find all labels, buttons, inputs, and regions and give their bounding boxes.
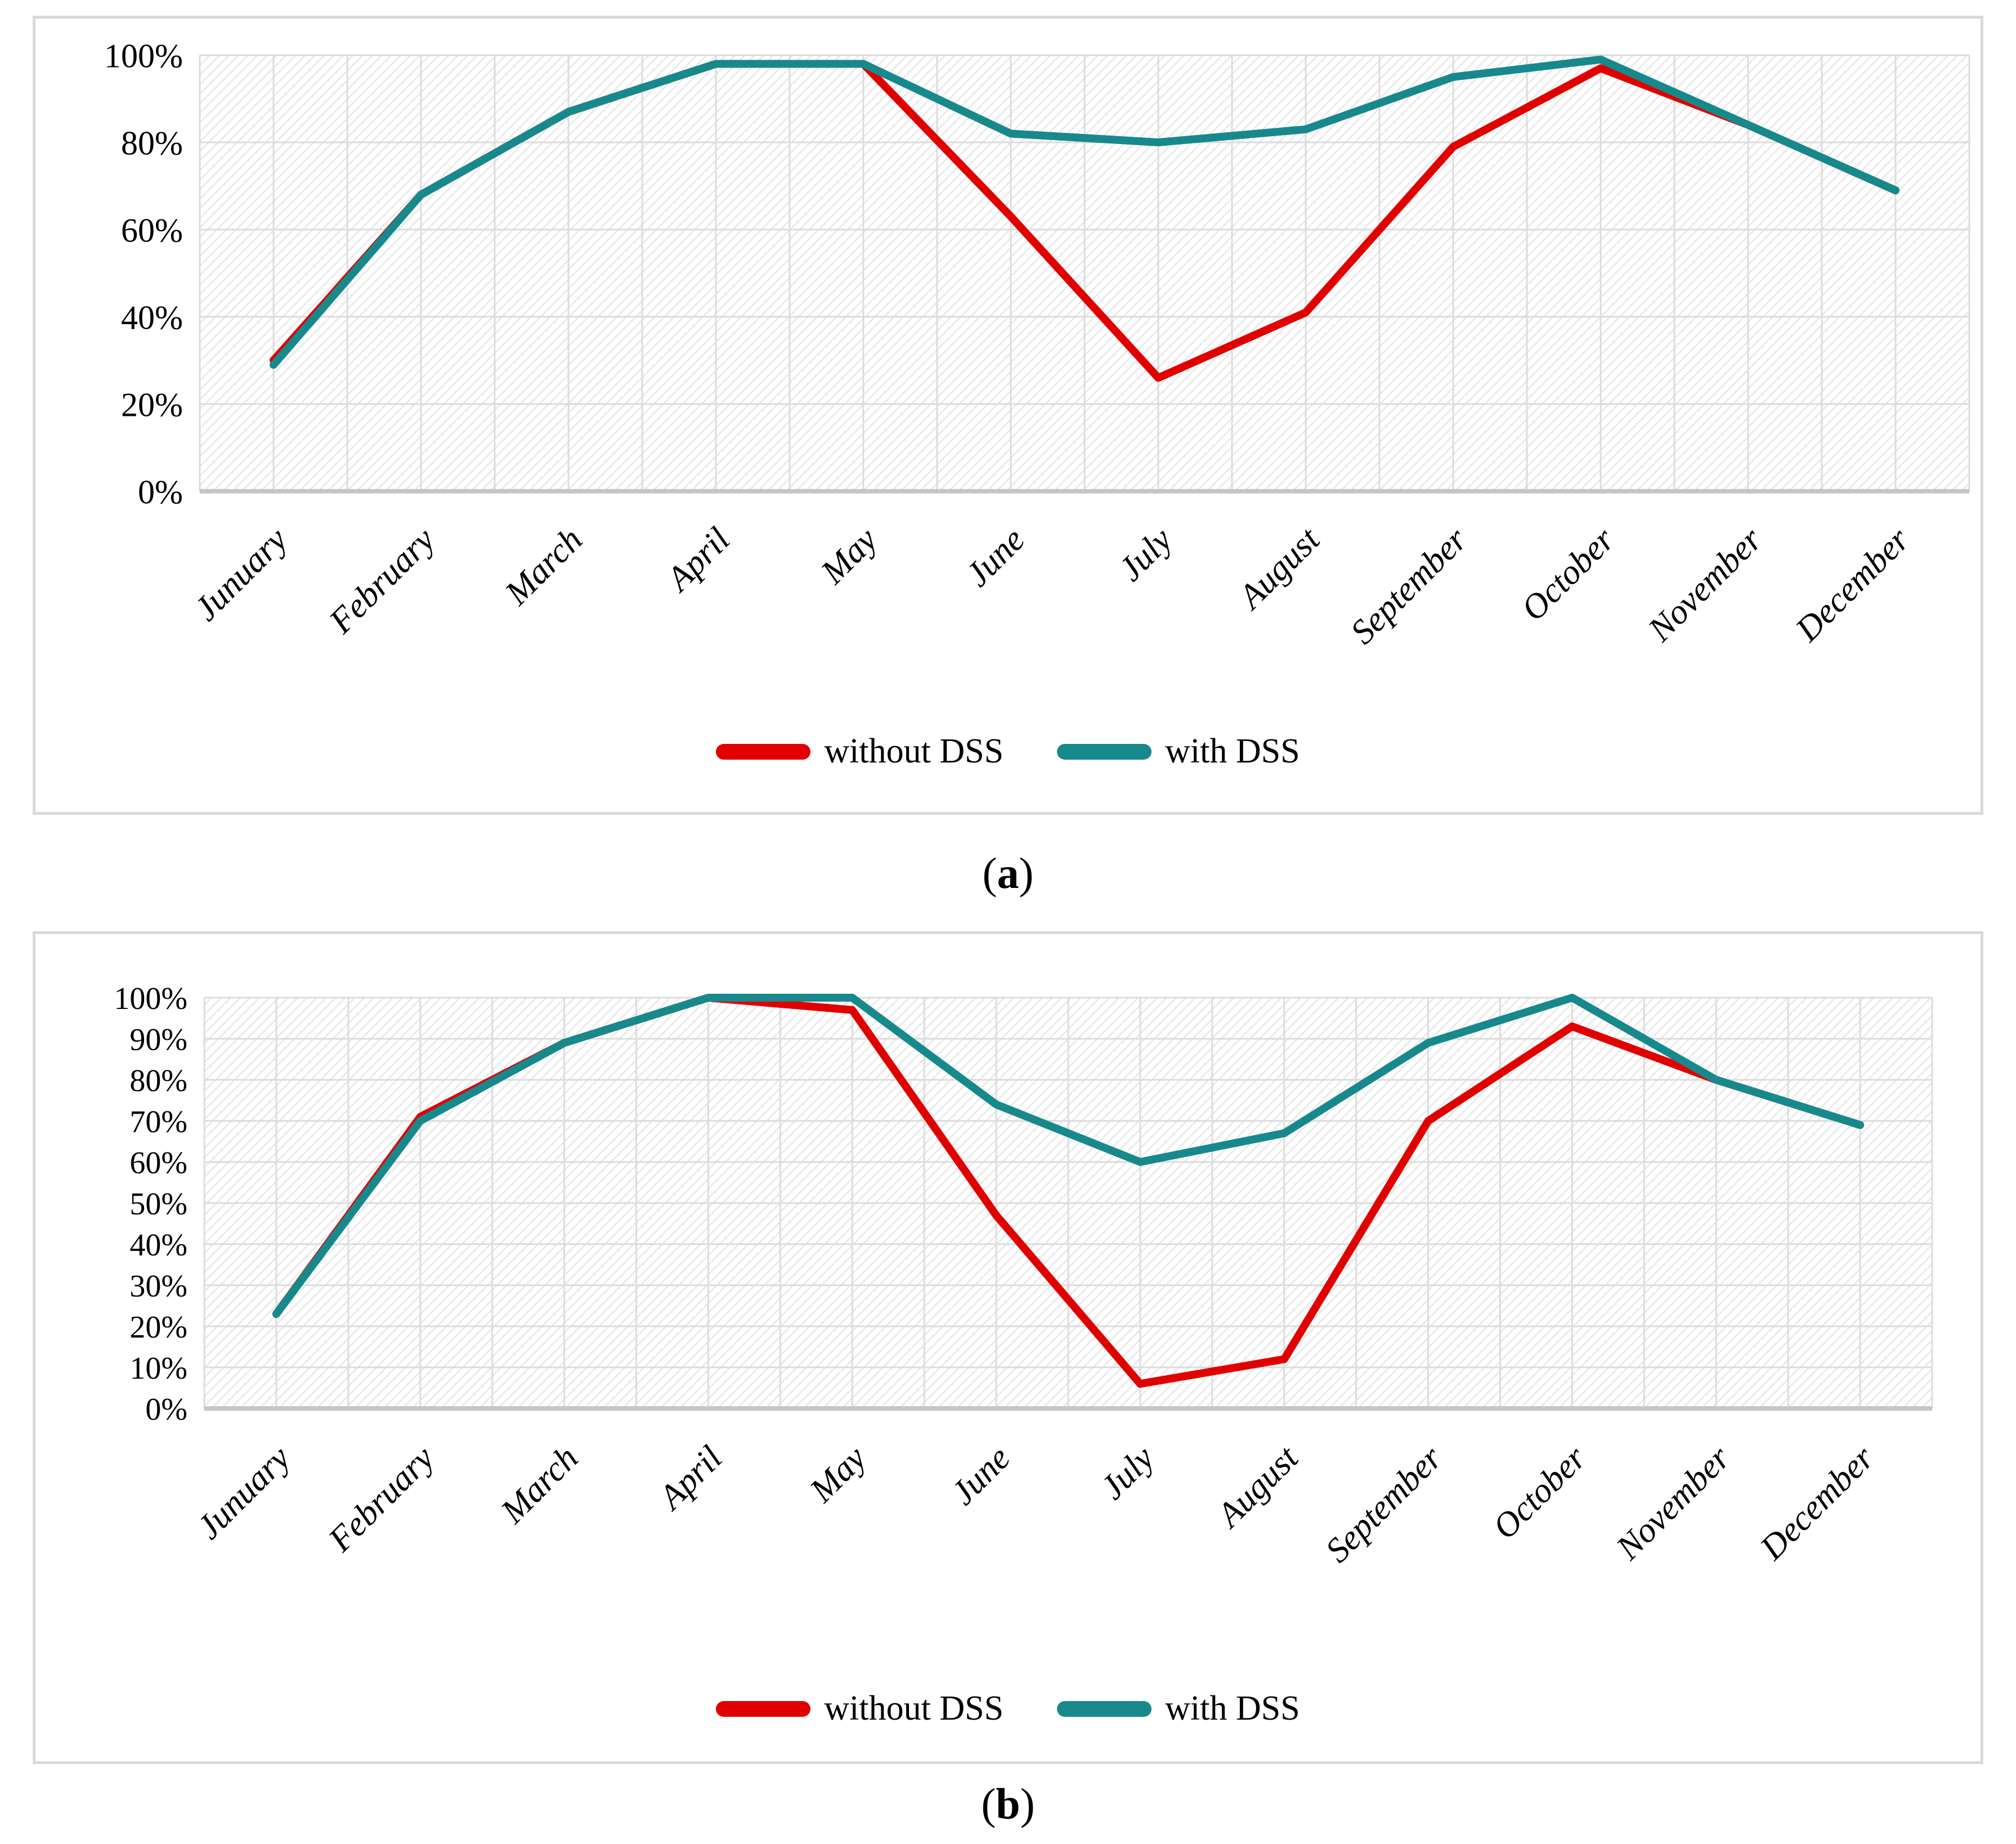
x-tick-label: October [1486, 1438, 1594, 1546]
x-tick-label: December [1753, 1438, 1882, 1568]
x-tick-label: June [944, 1439, 1018, 1513]
x-tick-label: December [1788, 520, 1918, 649]
x-tick-label: May [813, 520, 885, 591]
x-tick-label: September [1343, 520, 1475, 652]
series-line-with-dss [272, 994, 1865, 1318]
y-tick-label: 40% [121, 299, 183, 337]
caption-a-letter: a [997, 849, 1019, 898]
caption-b-open: ( [981, 1779, 996, 1828]
legend-item-with-dss: with DSS [1057, 1689, 1300, 1729]
y-tick-label: 20% [121, 387, 183, 424]
caption-b-letter: b [996, 1779, 1020, 1828]
line-chart-b: 0% 10% 20% 30% 40% 50% 60% 70% 80% 90% 100% Junuary… [114, 981, 1933, 1570]
y-tick-label: 10% [129, 1351, 187, 1386]
legend-b: without DSS with DSS [35, 1689, 1981, 1729]
legend-swatch-without-dss [716, 743, 811, 760]
x-tick-label: May [802, 1438, 873, 1510]
y-tick-label: 0% [145, 1392, 187, 1427]
x-tick-label: March [493, 1439, 585, 1531]
legend-a: without DSS with DSS [35, 732, 1981, 771]
caption-a-close: ) [1019, 849, 1034, 898]
x-tick-label: November [1641, 520, 1770, 649]
y-tick-label: 40% [129, 1228, 187, 1263]
y-tick-label: 70% [129, 1105, 187, 1139]
x-tick-label: November [1609, 1438, 1738, 1568]
y-tick-label: 20% [129, 1310, 187, 1345]
x-tick-label: July [1094, 1438, 1162, 1506]
legend-item-with-dss: with DSS [1057, 732, 1300, 771]
x-tick-label: August [1208, 1438, 1306, 1536]
caption-b-close: ) [1020, 1779, 1035, 1828]
caption-a: (a) [0, 815, 2016, 931]
legend-item-without-dss: without DSS [716, 1689, 1003, 1729]
x-tick-label: March [498, 521, 590, 613]
x-tick-label: Junuary [187, 520, 295, 628]
series-line-with-dss [270, 55, 1899, 369]
x-tick-label: April [650, 1439, 729, 1518]
x-tick-label: Junuary [190, 1438, 298, 1546]
legend-label: without DSS [824, 1689, 1004, 1728]
chart-panel-a: 0% 20% 40% 60% 80% 100% Junuary February March Ap… [33, 16, 1983, 815]
x-tick-label: October [1514, 520, 1622, 628]
line-chart-a: 0% 20% 40% 60% 80% 100% Junuary February March Ap… [104, 38, 1970, 652]
y-tick-label: 60% [129, 1146, 187, 1181]
caption-a-open: ( [982, 849, 997, 898]
x-tick-label: February [322, 520, 443, 641]
legend-label: with DSS [1165, 1689, 1300, 1728]
x-tick-label: September [1318, 1438, 1450, 1570]
y-tick-label: 90% [129, 1022, 187, 1057]
legend-swatch-without-dss [716, 1701, 811, 1717]
legend-swatch-with-dss [1057, 743, 1152, 760]
legend-label: with DSS [1165, 732, 1300, 770]
y-tick-label: 80% [121, 125, 183, 162]
y-tick-label: 100% [114, 981, 187, 1016]
y-tick-label: 50% [129, 1187, 187, 1222]
x-tick-label: February [321, 1438, 442, 1559]
x-tick-label: April [658, 521, 737, 600]
legend-swatch-with-dss [1057, 1701, 1152, 1717]
caption-b: (b) [0, 1764, 2016, 1844]
y-tick-label: 80% [129, 1064, 187, 1098]
chart-panel-b: 0% 10% 20% 30% 40% 50% 60% 70% 80% 90% 100% Junuary… [33, 931, 1983, 1764]
x-tick-label: June [958, 521, 1032, 594]
legend-label: without DSS [824, 732, 1004, 770]
x-tick-label: August [1230, 520, 1328, 618]
y-tick-label: 60% [121, 212, 183, 249]
y-tick-label: 0% [138, 474, 183, 511]
legend-item-without-dss: without DSS [716, 732, 1003, 771]
y-tick-label: 30% [129, 1269, 187, 1304]
x-tick-label: July [1112, 520, 1180, 588]
y-tick-label: 100% [104, 38, 183, 75]
